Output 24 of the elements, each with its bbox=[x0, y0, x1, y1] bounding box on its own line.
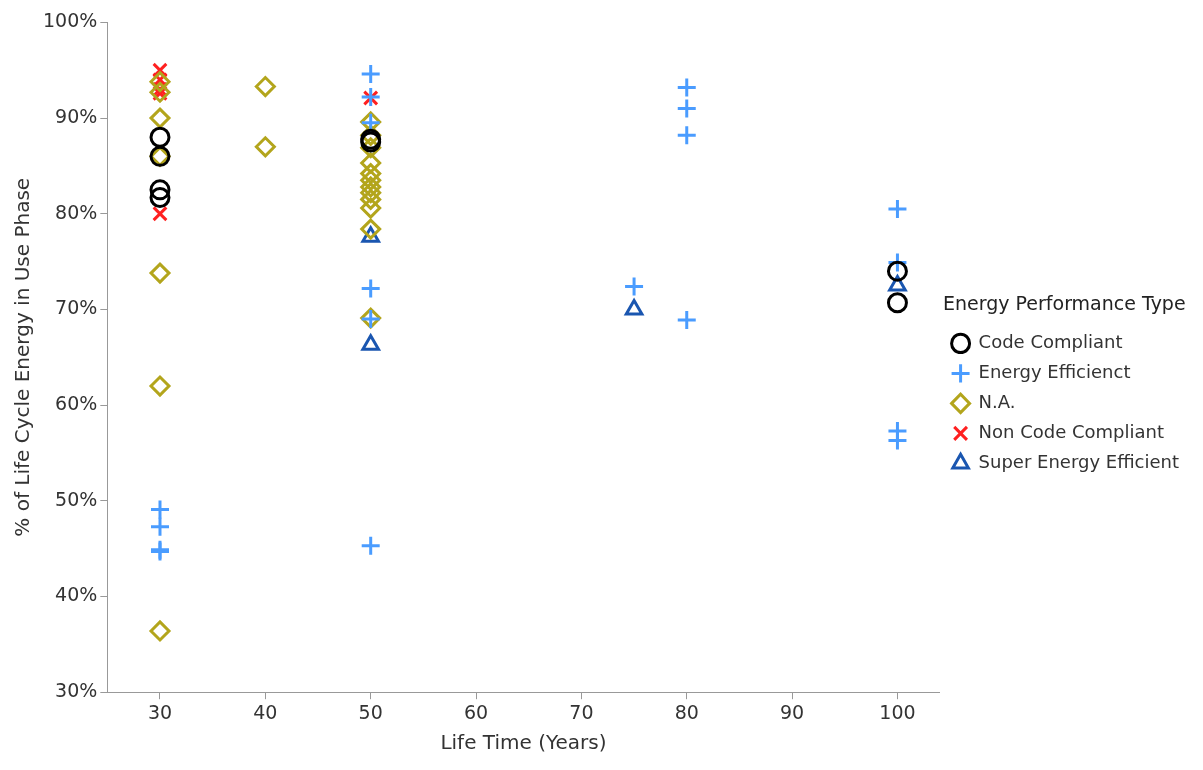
y-tick-label: 30% bbox=[55, 679, 98, 702]
y-tick-label: 80% bbox=[55, 200, 98, 223]
y-axis-title: % of Life Cycle Energy in Use Phase bbox=[10, 177, 35, 537]
x-tick-label: 40 bbox=[253, 700, 278, 723]
x-tick-label: 50 bbox=[358, 700, 383, 723]
y-tick-label: 90% bbox=[55, 105, 98, 128]
legend-label: Non Code Compliant bbox=[978, 421, 1165, 443]
x-tick-label: 60 bbox=[463, 700, 489, 723]
legend-title: Energy Performance Type bbox=[942, 292, 1186, 315]
x-axis-title: Life Time (Years) bbox=[440, 730, 607, 755]
x-tick-label: 70 bbox=[569, 700, 594, 723]
x-tick-label: 30 bbox=[147, 700, 173, 723]
y-tick-label: 100% bbox=[42, 9, 98, 32]
x-tick-label: 80 bbox=[674, 700, 699, 723]
x-tick-label: 100 bbox=[879, 700, 916, 723]
y-tick-label: 40% bbox=[55, 583, 98, 606]
legend-label: N.A. bbox=[978, 391, 1016, 413]
legend-label: Super Energy Efficient bbox=[978, 451, 1180, 473]
legend-label: Energy Efficienct bbox=[978, 361, 1131, 383]
y-tick-label: 60% bbox=[55, 392, 98, 415]
legend-label: Code Compliant bbox=[978, 331, 1123, 353]
y-tick-label: 50% bbox=[55, 487, 98, 510]
y-tick-label: 70% bbox=[55, 296, 98, 319]
x-tick-label: 90 bbox=[780, 700, 805, 723]
